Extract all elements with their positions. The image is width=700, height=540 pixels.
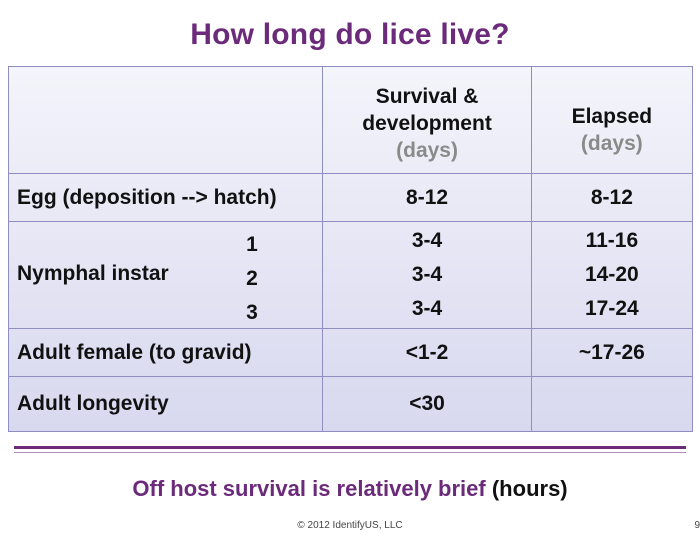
table-row-adult-female: Adult female (to gravid) <1-2 ~17-26 bbox=[7, 328, 694, 377]
header-elapsed-unit: (days) bbox=[580, 132, 643, 155]
page-number: 9 bbox=[694, 520, 700, 531]
copyright-footer: © 2012 IdentifyUS, LLC bbox=[297, 520, 403, 531]
off-host-note: Off host survival is relatively brief (h… bbox=[0, 476, 700, 502]
header-cell-elapsed: Elapsed (days) bbox=[530, 66, 694, 174]
divider-line bbox=[14, 446, 686, 449]
cell-nymphal-elapsed: 11-16 14-20 17-24 bbox=[530, 221, 694, 329]
lice-lifespan-table: Survival & development (days) Elapsed (d… bbox=[7, 66, 694, 432]
table-row-adult-longevity: Adult longevity <30 bbox=[7, 376, 694, 432]
row-label-egg: Egg (deposition --> hatch) bbox=[7, 173, 324, 222]
nymphal-elapsed-2: 14-20 bbox=[585, 263, 639, 286]
header-survival-unit: (days) bbox=[396, 138, 458, 162]
nymphal-survival-3: 3-4 bbox=[411, 297, 443, 320]
header-cell-stage bbox=[7, 66, 324, 174]
instar-number-2: 2 bbox=[246, 267, 258, 290]
table-row-egg: Egg (deposition --> hatch) 8-12 8-12 bbox=[7, 173, 694, 222]
cell-egg-survival: 8-12 bbox=[322, 173, 532, 222]
header-elapsed-line1: Elapsed bbox=[571, 105, 653, 128]
table-header-row: Survival & development (days) Elapsed (d… bbox=[7, 66, 694, 174]
instar-number-1: 1 bbox=[246, 233, 258, 256]
row-label-adult-longevity: Adult longevity bbox=[7, 376, 324, 432]
row-label-cell-nymphal: Nymphal instar 1 2 3 bbox=[7, 221, 324, 330]
cell-egg-elapsed: 8-12 bbox=[530, 173, 694, 222]
cell-nymphal-survival: 3-4 3-4 3-4 bbox=[322, 221, 532, 329]
divider-line-thin bbox=[14, 452, 686, 453]
instar-number-3: 3 bbox=[246, 301, 258, 324]
cell-adult-longevity-survival: <30 bbox=[322, 376, 532, 432]
off-host-note-text: Off host survival is relatively brief bbox=[132, 476, 486, 501]
cell-adult-longevity-elapsed bbox=[530, 376, 694, 432]
header-survival-line2: development bbox=[362, 111, 492, 135]
header-cell-survival: Survival & development (days) bbox=[322, 66, 532, 174]
row-label-adult-female: Adult female (to gravid) bbox=[7, 328, 324, 377]
nymphal-survival-2: 3-4 bbox=[411, 263, 443, 286]
cell-adult-female-survival: <1-2 bbox=[322, 328, 532, 377]
off-host-note-hours: (hours) bbox=[491, 476, 568, 501]
cell-adult-female-elapsed: ~17-26 bbox=[530, 328, 694, 377]
header-survival-line1: Survival & bbox=[375, 84, 479, 108]
nymphal-survival-1: 3-4 bbox=[411, 229, 443, 252]
nymphal-elapsed-3: 17-24 bbox=[585, 297, 639, 320]
nymphal-elapsed-1: 11-16 bbox=[585, 229, 639, 252]
row-label-nymphal: Nymphal instar bbox=[17, 262, 169, 285]
instar-numbers: 1 2 3 bbox=[237, 228, 267, 330]
slide-title: How long do lice live? bbox=[190, 18, 510, 51]
table-row-nymphal-instar: Nymphal instar 1 2 3 3-4 3-4 3-4 11-16 1… bbox=[7, 221, 694, 330]
